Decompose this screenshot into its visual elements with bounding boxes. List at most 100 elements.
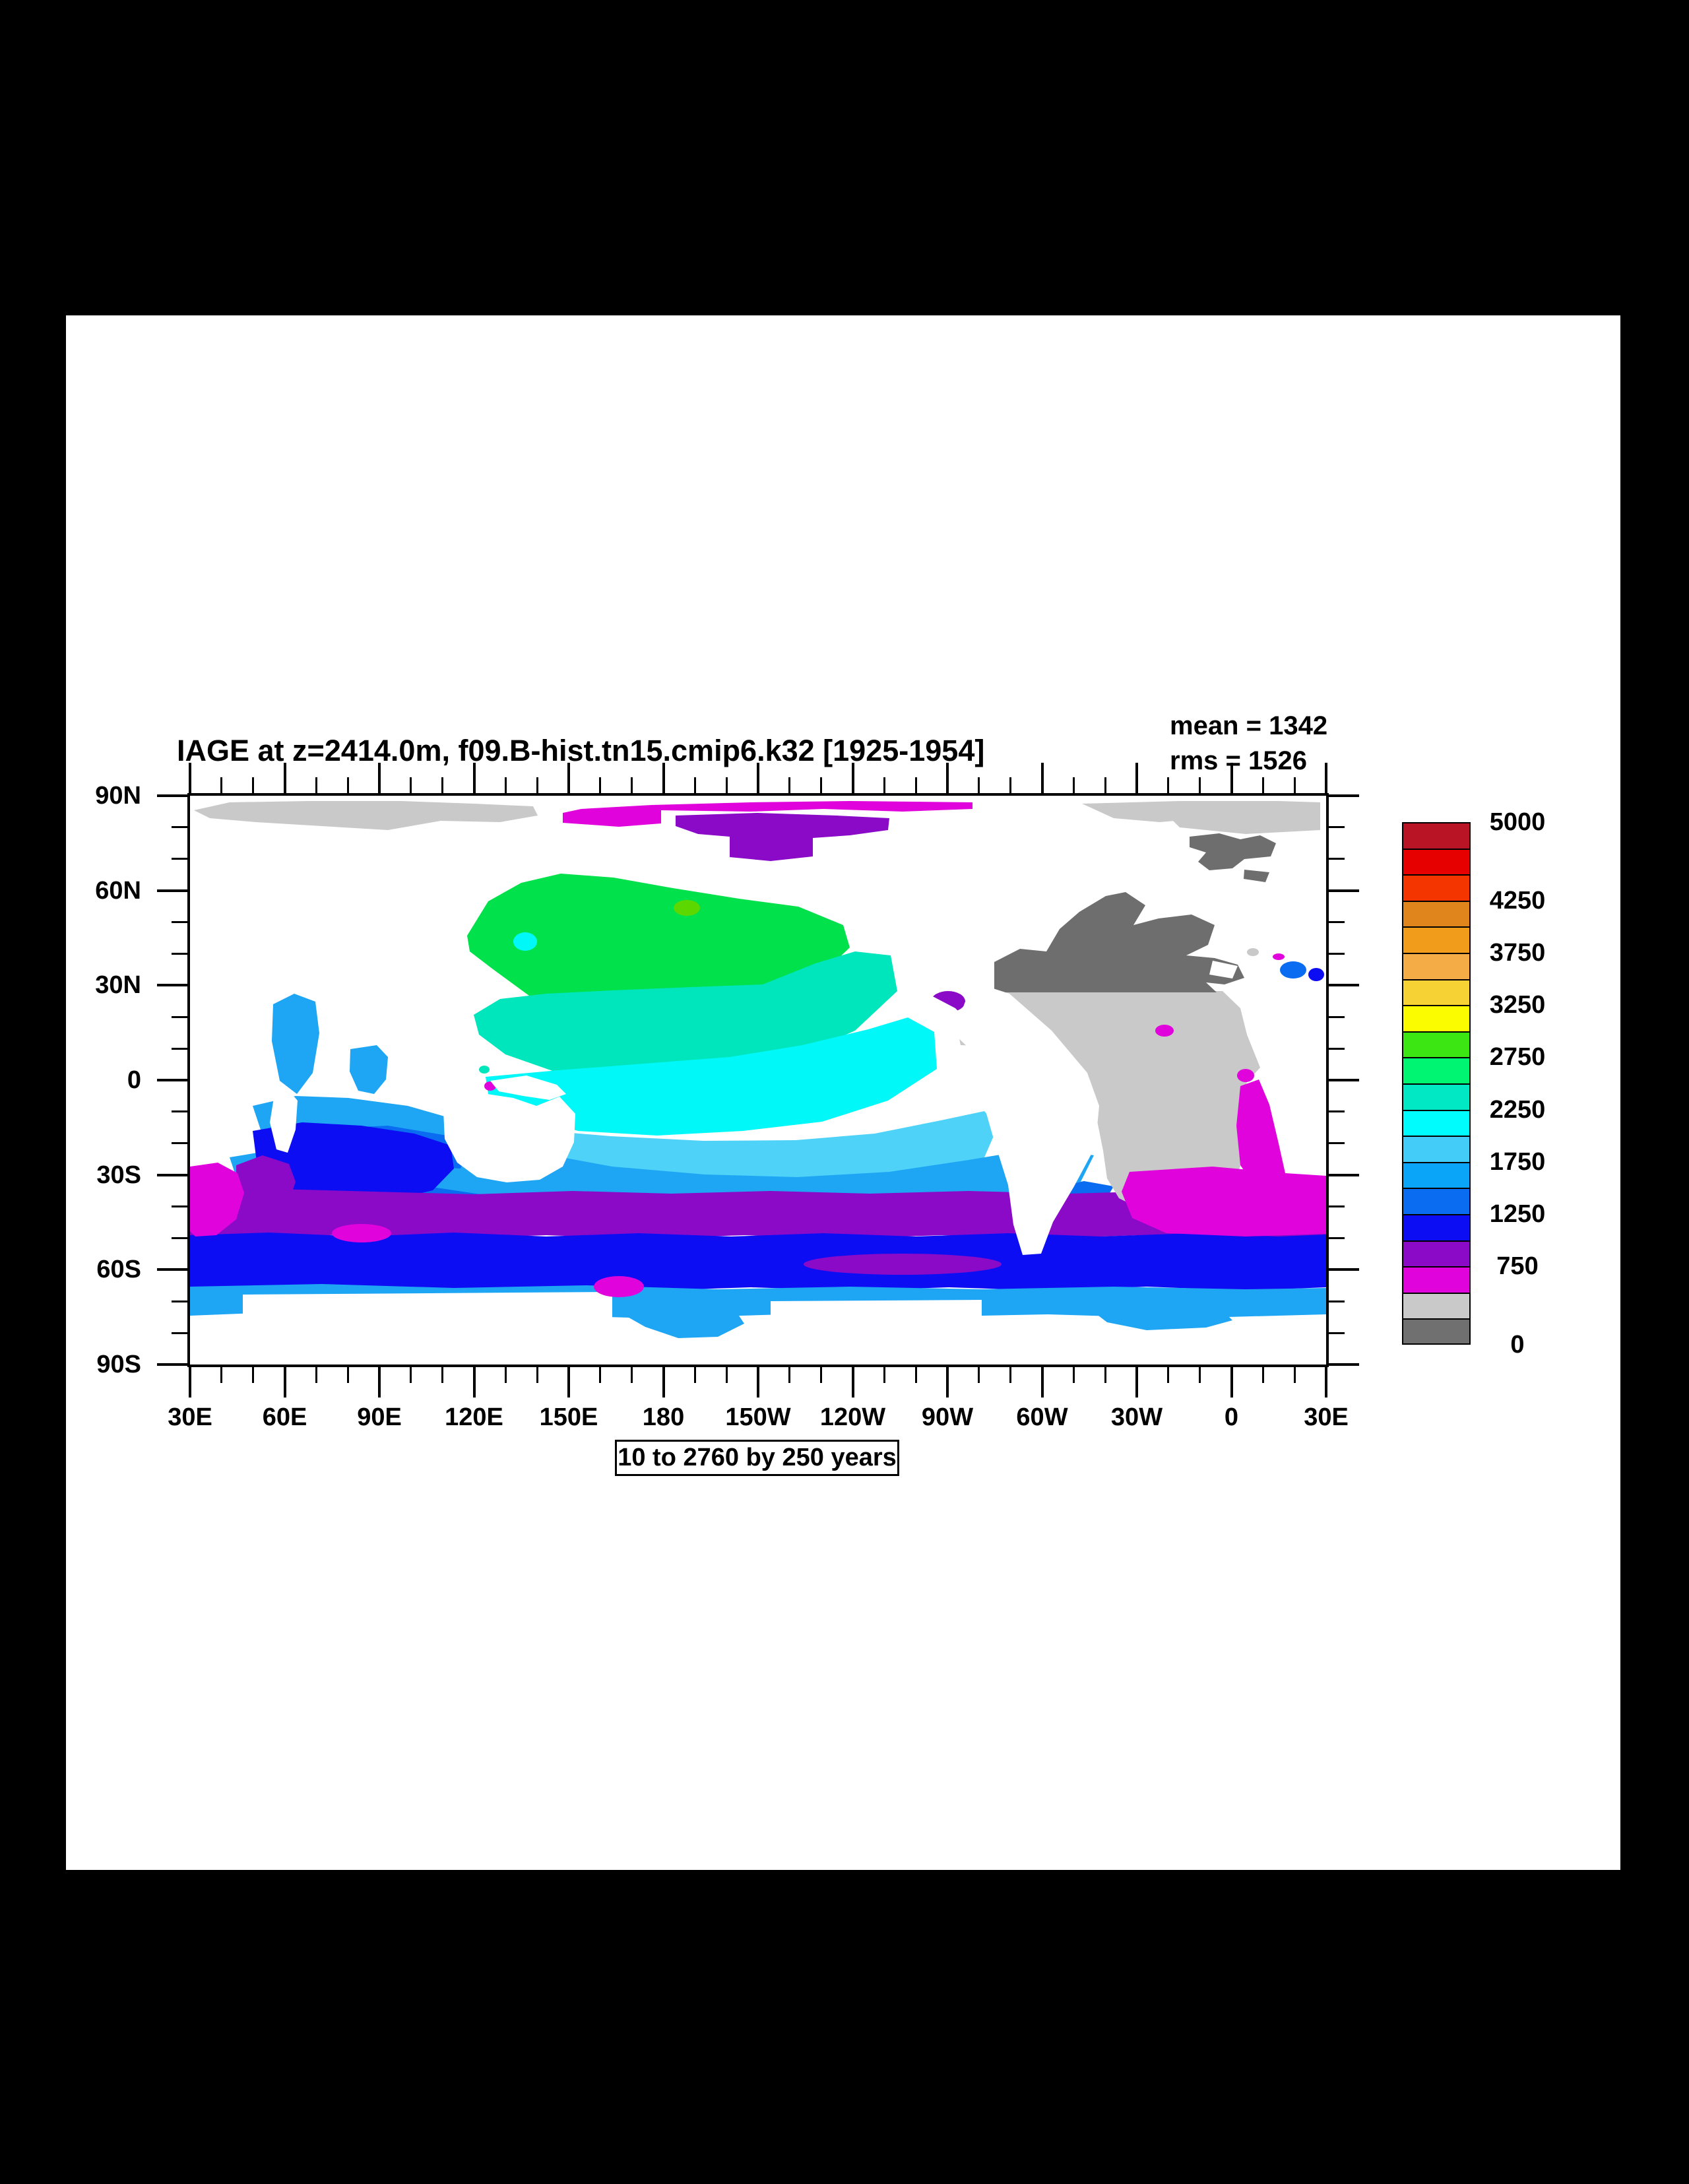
x-tick-bottom [1261, 1367, 1264, 1383]
colorbar-box [1402, 900, 1471, 928]
y-tick-right [1329, 1205, 1345, 1208]
y-tick-right [1329, 921, 1345, 924]
x-tick-top [410, 777, 412, 793]
x-tick-bottom [883, 1367, 885, 1383]
region-south-pacific-magenta-patch [594, 1276, 644, 1297]
y-tick-left [172, 921, 187, 924]
x-tick-top [1104, 777, 1106, 793]
x-tick-bottom [410, 1367, 412, 1383]
x-tick-bottom [1199, 1367, 1201, 1383]
y-axis-label: 90S [96, 1351, 141, 1378]
x-tick-bottom [1009, 1367, 1012, 1383]
region-japan-sea-cyan [513, 932, 537, 951]
y-tick-left [172, 1015, 187, 1018]
x-tick-bottom [472, 1367, 476, 1397]
region-pacific-lightcyan-band [532, 1111, 998, 1185]
y-tick-left [157, 1079, 187, 1081]
region-pacific-teal-band [474, 951, 897, 1078]
region-southern-purple-patch [804, 1254, 1002, 1275]
x-tick-top [220, 777, 223, 793]
x-tick-bottom [693, 1367, 696, 1383]
region-med-outflow-dodger [1280, 961, 1306, 979]
colorbar-box [1402, 1318, 1471, 1345]
x-tick-top [1135, 763, 1138, 793]
x-tick-top [946, 763, 949, 793]
y-tick-left [172, 858, 187, 860]
contour-interval-caption: 10 to 2760 by 250 years [615, 1440, 899, 1476]
land-new-guinea [490, 1076, 566, 1100]
region-weddell-dip [1087, 1307, 1232, 1330]
x-axis-label: 30E [168, 1403, 212, 1431]
y-tick-left [157, 1268, 187, 1271]
colorbar-box [1402, 1109, 1471, 1138]
y-tick-left [157, 1363, 187, 1366]
y-tick-left [172, 826, 187, 829]
x-axis-label: 30E [1304, 1403, 1349, 1431]
x-tick-top [504, 777, 507, 793]
x-tick-bottom [567, 1367, 570, 1397]
x-tick-bottom [346, 1367, 349, 1383]
x-tick-top [1325, 763, 1327, 793]
x-tick-top [725, 777, 728, 793]
north-atlantic-white-notch [1209, 961, 1238, 979]
x-tick-bottom [536, 1367, 538, 1383]
x-tick-bottom [757, 1367, 759, 1397]
y-tick-left [172, 1300, 187, 1302]
region-pacific-cyan-band [486, 1017, 937, 1136]
x-tick-top [252, 777, 255, 793]
x-tick-top [631, 777, 633, 793]
x-tick-bottom [851, 1367, 854, 1397]
region-azores-gray-speck [1247, 948, 1259, 956]
x-tick-top [346, 777, 349, 793]
mean-value: mean = 1342 [1170, 711, 1328, 740]
x-axis-label: 120W [819, 1403, 886, 1431]
y-tick-right [1329, 1300, 1345, 1302]
region-indian-darkblue [253, 1122, 454, 1201]
colorbar-tick-label: 3250 [1489, 991, 1546, 1019]
x-tick-bottom [1325, 1367, 1327, 1397]
region-senegal-magenta [1155, 1025, 1174, 1037]
y-tick-right [1329, 858, 1345, 860]
x-axis-label: 60W [1016, 1403, 1068, 1431]
world-map [190, 801, 1326, 1338]
x-tick-top [472, 763, 476, 793]
x-tick-bottom [599, 1367, 602, 1383]
region-arabian-sea-sky [272, 994, 319, 1094]
x-axis-label: 150W [725, 1403, 791, 1431]
y-tick-right [1329, 1142, 1345, 1145]
colorbar [1402, 822, 1471, 1345]
y-tick-left [172, 1205, 187, 1208]
y-tick-right [1329, 1268, 1359, 1271]
x-tick-top [820, 777, 823, 793]
y-tick-right [1329, 984, 1359, 987]
x-axis-label: 60E [262, 1403, 307, 1431]
rms-value: rms = 1526 [1170, 746, 1307, 775]
region-nordic-darkgray [1190, 833, 1276, 870]
x-tick-bottom [441, 1367, 444, 1383]
x-axis-label: 90E [357, 1403, 402, 1431]
antarctic-white-gap-west [243, 1292, 612, 1318]
stats-block: mean = 1342 rms = 1526 [1170, 709, 1327, 779]
colorbar-tick-label: 750 [1496, 1252, 1539, 1281]
y-tick-right [1329, 889, 1359, 892]
y-tick-right [1329, 1079, 1359, 1081]
colorbar-tick-label: 3750 [1489, 939, 1546, 967]
x-tick-top [788, 777, 791, 793]
y-tick-left [157, 1173, 187, 1176]
x-tick-top [536, 777, 538, 793]
x-tick-top [315, 777, 317, 793]
y-tick-right [1329, 1047, 1345, 1050]
region-bengal-sky [350, 1045, 388, 1094]
y-tick-right [1329, 1110, 1345, 1113]
region-ross-sea-dip [625, 1304, 744, 1338]
x-tick-bottom [504, 1367, 507, 1383]
region-med-outflow-darkblue [1308, 968, 1324, 981]
colorbar-box [1402, 1292, 1471, 1320]
x-axis-label: 150E [539, 1403, 598, 1431]
y-axis-label: 60S [96, 1256, 141, 1284]
y-tick-right [1329, 1332, 1345, 1334]
y-axis-label: 30N [95, 971, 141, 1000]
x-tick-top [1009, 777, 1012, 793]
map-frame: 30E 60E 90E 120E 150E 180 150W 120W 90W 60W 30W 0 30… [95, 763, 1359, 1431]
